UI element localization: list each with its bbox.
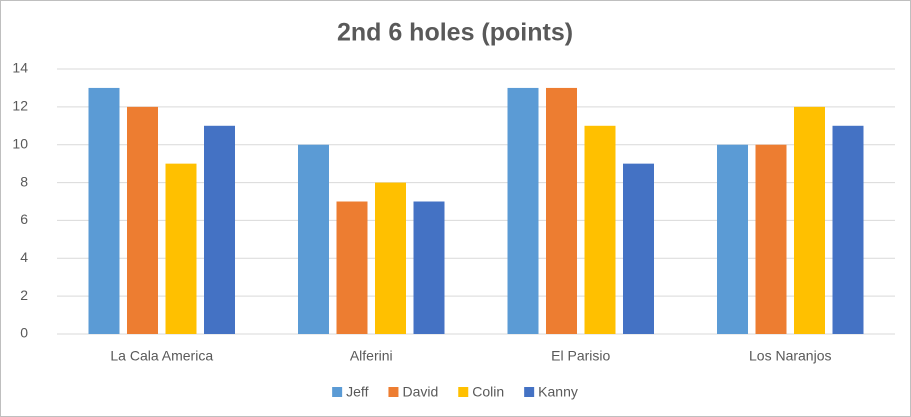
chart-title: 2nd 6 holes (points) — [337, 19, 573, 47]
y-tick-label: 2 — [20, 287, 28, 303]
bar — [375, 182, 406, 334]
legend-swatch — [458, 387, 469, 397]
bar — [413, 201, 445, 334]
bar — [507, 87, 539, 334]
bar — [298, 144, 329, 334]
bar — [794, 106, 825, 334]
legend-swatch — [388, 387, 399, 397]
x-tick-label: Alferini — [350, 348, 393, 364]
y-tick-label: 6 — [20, 211, 28, 227]
y-tick-label: 0 — [20, 325, 28, 341]
x-tick-label: Los Naranjos — [749, 348, 832, 364]
bar — [717, 144, 748, 334]
y-tick-label: 14 — [12, 60, 28, 76]
bar — [584, 125, 616, 335]
legend-label: David — [402, 384, 438, 400]
bar — [623, 163, 654, 334]
bar — [336, 201, 368, 334]
x-tick-label: El Parisio — [551, 348, 610, 364]
legend-label: Kanny — [538, 384, 578, 400]
bar — [127, 106, 158, 334]
bar — [546, 87, 577, 334]
legend-label: Jeff — [346, 384, 368, 400]
bar — [204, 125, 235, 335]
y-tick-label: 4 — [20, 249, 28, 265]
bar — [88, 87, 120, 334]
bar — [755, 144, 787, 334]
y-tick-label: 12 — [12, 98, 28, 114]
bar — [165, 163, 197, 334]
x-tick-label: La Cala America — [110, 348, 213, 364]
legend-swatch — [332, 387, 343, 397]
legend-swatch — [524, 387, 535, 397]
bar — [832, 125, 864, 335]
legend-label: Colin — [472, 384, 504, 400]
y-tick-label: 10 — [12, 135, 28, 151]
y-tick-label: 8 — [20, 173, 28, 189]
